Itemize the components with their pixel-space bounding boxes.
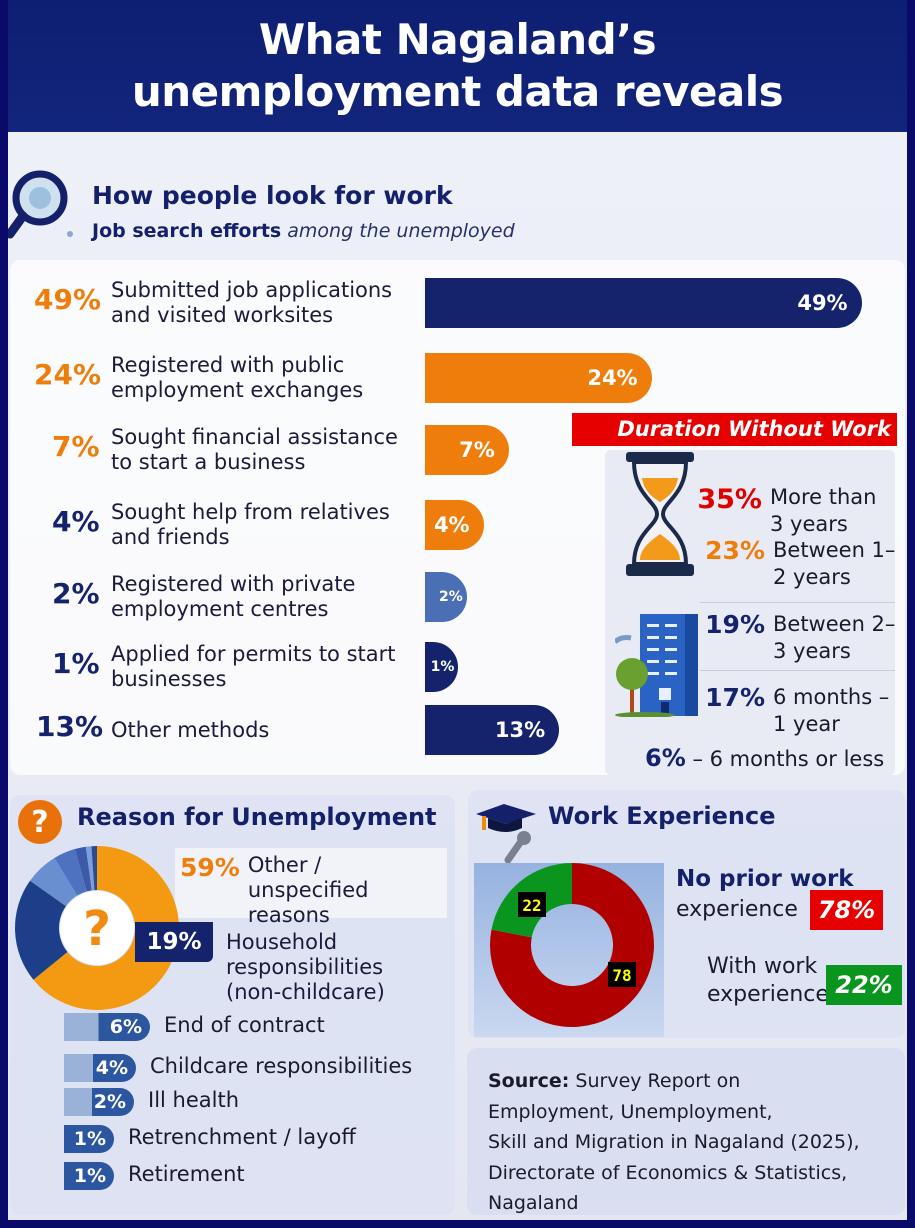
magnifier-icon bbox=[8, 170, 73, 239]
reason-household-pct: 19% bbox=[135, 922, 213, 962]
donut-center bbox=[60, 891, 134, 965]
job-search-bar: 1% bbox=[425, 642, 459, 692]
top-reason-box bbox=[175, 848, 447, 918]
reasons-donut-chart: ? bbox=[15, 846, 179, 1010]
duration-pct: 17% bbox=[705, 683, 765, 712]
duration-row-6-months-or-less: 6% – 6 months or less bbox=[645, 744, 884, 772]
job-search-pct: 24% bbox=[34, 358, 102, 391]
reason-top-pct: 59% bbox=[180, 853, 240, 882]
title-banner: What Nagaland’s unemployment data reveal… bbox=[8, 0, 907, 132]
subtitle-bold: Job search efforts bbox=[92, 220, 282, 242]
duration-label: Between 1–2 years bbox=[773, 538, 896, 589]
page-title: What Nagaland’s unemployment data reveal… bbox=[131, 15, 784, 116]
donut-data-label: 78 bbox=[612, 966, 631, 985]
no-prior-label-line1: No prior work bbox=[676, 866, 854, 892]
duration-label: – 6 months or less bbox=[692, 747, 885, 771]
reason-label: Retrenchment / layoff bbox=[128, 1125, 356, 1149]
source-card bbox=[467, 1048, 905, 1215]
reason-bar: 2% bbox=[64, 1088, 134, 1116]
reason-bar: 6% bbox=[64, 1013, 150, 1041]
source-line: Skill and Migration in Nagaland (2025), bbox=[488, 1131, 860, 1153]
subtitle-italic: among the unemployed bbox=[287, 220, 515, 242]
reason-label: Ill health bbox=[148, 1088, 240, 1112]
no-prior-pct-badge: 78% bbox=[810, 890, 883, 930]
question-mark-icon: ? bbox=[18, 800, 62, 844]
reason-bar: 4% bbox=[64, 1054, 136, 1082]
duration-pct: 23% bbox=[705, 536, 765, 565]
job-search-bar: 4% bbox=[425, 500, 484, 550]
divider bbox=[700, 670, 895, 671]
duration-row: 19% Between 2–3 years bbox=[695, 611, 898, 665]
section-subtitle: Job search efforts among the unemployed bbox=[92, 220, 515, 242]
work-experience-donut-chart: 78 22 bbox=[490, 863, 654, 1027]
job-search-pct: 13% bbox=[36, 710, 104, 743]
job-search-pct: 4% bbox=[52, 505, 100, 538]
job-search-label: Sought help from relatives and friends bbox=[111, 500, 390, 549]
job-search-pct: 1% bbox=[52, 647, 100, 680]
donut-data-label: 22 bbox=[522, 896, 541, 915]
job-search-label: Applied for permits to start businesses bbox=[111, 642, 396, 691]
job-search-bar: 13% bbox=[425, 705, 560, 755]
duration-label: 6 months – 1 year bbox=[773, 685, 890, 736]
source-line: Nagaland bbox=[488, 1192, 579, 1214]
divider bbox=[700, 602, 895, 603]
source-label: Source: bbox=[488, 1070, 570, 1092]
job-search-bar-chart: 49% Submitted job applications and visite… bbox=[34, 278, 862, 755]
svg-text:?: ? bbox=[31, 805, 48, 840]
section-title-job-search: How people look for work bbox=[92, 181, 453, 210]
job-search-label: Registered with private employment centr… bbox=[111, 572, 356, 621]
reason-slice bbox=[85, 846, 95, 891]
section-title-work-experience: Work Experience bbox=[548, 802, 776, 830]
duration-row: 35% More than 3 years bbox=[692, 484, 895, 538]
source-line: Employment, Unemployment, bbox=[488, 1100, 773, 1123]
job-search-label: Registered with public employment exchan… bbox=[111, 353, 364, 402]
source-line: Survey Report on bbox=[569, 1070, 741, 1092]
with-work-label-line2: experience bbox=[707, 982, 829, 1007]
no-prior-label-line2: experience bbox=[676, 897, 798, 922]
duration-label: More than 3 years bbox=[770, 485, 877, 536]
job-search-pct: 7% bbox=[52, 430, 100, 463]
office-building-icon bbox=[615, 614, 698, 717]
job-search-label: Other methods bbox=[111, 718, 270, 742]
job-search-bar: 7% bbox=[425, 425, 509, 475]
job-search-label: Sought financial assistance to start a b… bbox=[111, 425, 398, 474]
duration-pct: 35% bbox=[697, 484, 762, 515]
donut-data-label-box bbox=[518, 892, 546, 917]
duration-label: Between 2–3 years bbox=[773, 612, 896, 663]
hourglass-icon bbox=[626, 452, 694, 576]
job-search-pct: 49% bbox=[34, 283, 102, 316]
job-search-bar: 2% bbox=[425, 572, 467, 622]
reason-bar: 1% bbox=[64, 1162, 114, 1190]
reason-slice bbox=[15, 880, 68, 980]
job-search-bar: 24% bbox=[425, 353, 652, 403]
reason-slice bbox=[33, 846, 179, 1010]
source-text: Source: Survey Report on Employment, Une… bbox=[488, 1066, 860, 1219]
reason-household-label: Household responsibilities (non-childcar… bbox=[226, 930, 385, 1004]
job-search-pct: 2% bbox=[52, 577, 100, 610]
reason-top-label: Other / unspecified reasons bbox=[247, 853, 369, 927]
donut-data-label-box bbox=[608, 962, 636, 987]
reason-top: 59% Other / unspecified reasons bbox=[180, 853, 448, 928]
duration-row: 23% Between 1–2 years bbox=[695, 537, 898, 591]
job-search-bar: 49% bbox=[425, 278, 862, 328]
reason-label: End of contract bbox=[164, 1013, 325, 1037]
with-work-pct-badge: 22% bbox=[826, 965, 902, 1005]
reason-slice bbox=[54, 849, 87, 896]
reason-label: Retirement bbox=[128, 1162, 245, 1186]
reason-slice bbox=[74, 846, 92, 892]
reason-slice bbox=[91, 846, 97, 891]
reason-label: Childcare responsibilities bbox=[150, 1054, 413, 1078]
question-mark-icon: ? bbox=[83, 901, 111, 957]
graduation-cap-wrench-icon bbox=[476, 804, 536, 864]
duration-pct: 19% bbox=[705, 610, 765, 639]
with-work-label-line1: With work bbox=[707, 954, 818, 979]
reason-slice bbox=[30, 857, 78, 907]
section-title-reasons: Reason for Unemployment bbox=[77, 803, 437, 831]
reason-bar: 1% bbox=[64, 1125, 114, 1153]
duration-banner: Duration Without Work bbox=[572, 413, 897, 446]
job-search-label: Submitted job applications and visited w… bbox=[111, 278, 393, 327]
source-line: Directorate of Economics & Statistics, bbox=[488, 1161, 848, 1184]
duration-pct: 6% bbox=[645, 744, 686, 772]
duration-row: 17% 6 months – 1 year bbox=[695, 684, 898, 738]
